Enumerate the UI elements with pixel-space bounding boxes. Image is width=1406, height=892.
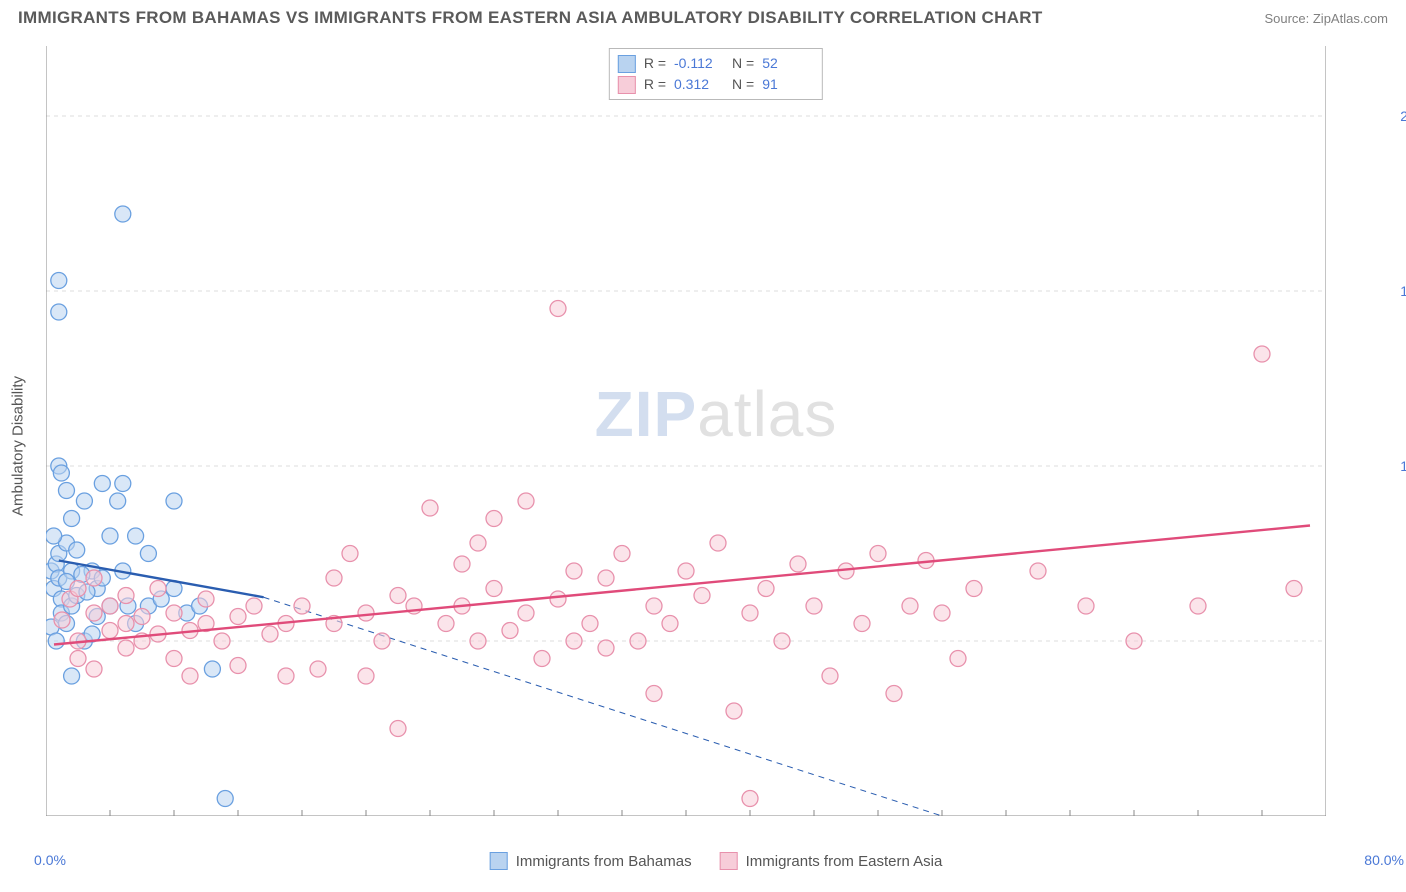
y-axis-label: Ambulatory Disability (10, 376, 27, 516)
series-legend-item: Immigrants from Eastern Asia (720, 852, 943, 870)
y-tick: 15.0% (1400, 283, 1406, 299)
legend-swatch (490, 852, 508, 870)
y-tick: 10.0% (1400, 458, 1406, 474)
y-tick: 20.0% (1400, 108, 1406, 124)
plot-area: Ambulatory Disability ZIPatlas R = -0.11… (46, 46, 1386, 846)
scatter-chart (46, 46, 1326, 816)
stats-legend: R = -0.112 N = 52 R = 0.312 N = 91 (609, 48, 823, 100)
source-label: Source: ZipAtlas.com (1264, 11, 1388, 26)
legend-swatch (720, 852, 738, 870)
legend-swatch (618, 76, 636, 94)
legend-row: R = 0.312 N = 91 (618, 74, 812, 95)
chart-title: IMMIGRANTS FROM BAHAMAS VS IMMIGRANTS FR… (18, 8, 1043, 28)
x-tick-left: 0.0% (34, 852, 66, 868)
x-tick-right: 80.0% (1364, 852, 1404, 868)
legend-row: R = -0.112 N = 52 (618, 53, 812, 74)
series-legend-item: Immigrants from Bahamas (490, 852, 692, 870)
legend-swatch (618, 55, 636, 73)
series-legend: Immigrants from Bahamas Immigrants from E… (490, 852, 943, 870)
